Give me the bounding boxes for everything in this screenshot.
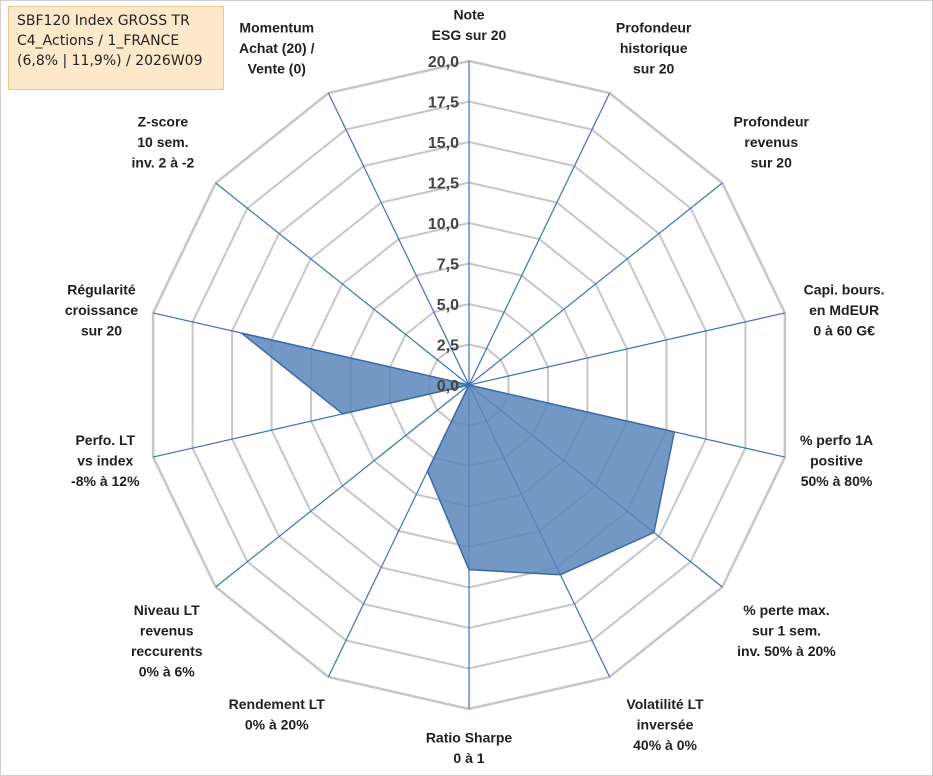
axis-label: Ratio Sharpe 0 à 1	[426, 730, 513, 767]
axis-label-line: en MdEUR	[809, 302, 879, 318]
tick-label: 7,5	[437, 257, 459, 274]
axis-label: Profondeur historique sur 20	[616, 19, 692, 76]
axis-label-line: sur 20	[751, 154, 792, 170]
axis-label-line: 10 sem.	[137, 134, 188, 150]
axis-label-line: reccurents	[131, 643, 203, 659]
tick-label: 12,5	[428, 176, 459, 193]
axis-label-line: Achat (20) /	[239, 40, 315, 56]
axis-spoke	[327, 92, 470, 386]
axis-label: Niveau LT revenus reccurents 0% à 6%	[131, 602, 203, 680]
axis-label: % perte max. sur 1 sem. inv. 50% à 20%	[737, 602, 836, 659]
axis-label-line: % perfo 1A	[800, 432, 873, 448]
axis-label-line: Capi. bours.	[804, 282, 885, 298]
axis-label-line: 0% à 20%	[245, 717, 309, 733]
tick-label: 15,0	[428, 135, 459, 152]
axis-label-line: historique	[620, 40, 688, 56]
axis-label: Volatilité LT inversée 40% à 0%	[626, 696, 704, 753]
axis-spoke	[468, 182, 723, 386]
axis-label-line: sur 20	[633, 60, 674, 76]
tick-labels: 0,0 2,5 5,0 7,5 10,0 12,5 15,0 17,5 20,0	[428, 54, 459, 395]
axis-label-line: 50% à 80%	[801, 473, 873, 489]
series-area	[240, 332, 676, 576]
axis-label-line: % perte max.	[743, 602, 829, 618]
axis-label: Z-score 10 sem. inv. 2 à -2	[132, 113, 195, 170]
axis-label-line: Z-score	[138, 113, 189, 129]
axis-label: % perfo 1A positive 50% à 80%	[800, 432, 873, 489]
info-line-2: C4_Actions / 1_FRANCE	[17, 33, 180, 49]
axis-spoke	[215, 182, 470, 386]
axis-label-line: croissance	[65, 302, 138, 318]
axis-label: Régularité croissance sur 20	[65, 282, 138, 339]
axis-label-line: Régularité	[67, 282, 136, 298]
axis-label-line: Volatilité LT	[626, 696, 704, 712]
tick-label: 2,5	[437, 338, 459, 355]
axis-label: Momentum Achat (20) / Vente (0)	[239, 19, 315, 76]
tick-label: 20,0	[428, 54, 459, 71]
axis-label-line: 0 à 1	[453, 750, 484, 766]
axis-label-line: revenus	[140, 623, 194, 639]
axis-label-line: 0 à 60 G€	[813, 323, 875, 339]
axis-label-line: -8% à 12%	[71, 473, 140, 489]
axis-label: Rendement LT 0% à 20%	[229, 696, 326, 733]
axis-labels: Note ESG sur 20 Profondeur historique sur 20…	[65, 7, 885, 767]
tick-label: 10,0	[428, 216, 459, 233]
axis-label-line: 40% à 0%	[633, 737, 697, 753]
axis-spoke	[215, 384, 470, 588]
info-box: SBF120 Index GROSS TR C4_Actions / 1_FRA…	[8, 6, 224, 90]
axis-label-line: Note	[453, 7, 484, 23]
axis-label-line: inv. 50% à 20%	[737, 643, 836, 659]
axis-label-line: revenus	[744, 134, 798, 150]
axis-label-line: Momentum	[239, 19, 314, 35]
axis-label-line: Rendement LT	[229, 696, 326, 712]
axis-label-line: ESG sur 20	[432, 27, 507, 43]
info-line-1: SBF120 Index GROSS TR	[17, 13, 190, 29]
axis-label-line: positive	[810, 452, 863, 468]
axis-label-line: vs index	[77, 452, 133, 468]
axis-label-line: 0% à 6%	[139, 664, 196, 680]
axis-label-line: sur 20	[81, 323, 122, 339]
tick-label: 5,0	[437, 297, 459, 314]
series	[240, 332, 676, 576]
tick-label: 17,5	[428, 95, 459, 112]
axis-label-line: Perfo. LT	[75, 432, 135, 448]
axis-label-line: Vente (0)	[248, 60, 306, 76]
axis-label: Perfo. LT vs index -8% à 12%	[71, 432, 140, 489]
axis-label: Capi. bours. en MdEUR 0 à 60 G€	[804, 282, 885, 339]
axis-spoke	[468, 92, 611, 386]
tick-label: 0,0	[437, 378, 459, 395]
axis-label: Note ESG sur 20	[432, 7, 507, 44]
axis-label-line: inversée	[637, 717, 694, 733]
info-line-3: (6,8% | 11,9%) / 2026W09	[17, 53, 203, 69]
axis-spoke	[468, 312, 786, 386]
axis-label: Profondeur revenus sur 20	[734, 113, 810, 170]
axis-label-line: Profondeur	[616, 19, 692, 35]
axis-label-line: sur 1 sem.	[752, 623, 821, 639]
axis-label-line: inv. 2 à -2	[132, 154, 195, 170]
axis-label-line: Niveau LT	[134, 602, 200, 618]
axis-label-line: Ratio Sharpe	[426, 730, 513, 746]
axis-label-line: Profondeur	[734, 113, 810, 129]
